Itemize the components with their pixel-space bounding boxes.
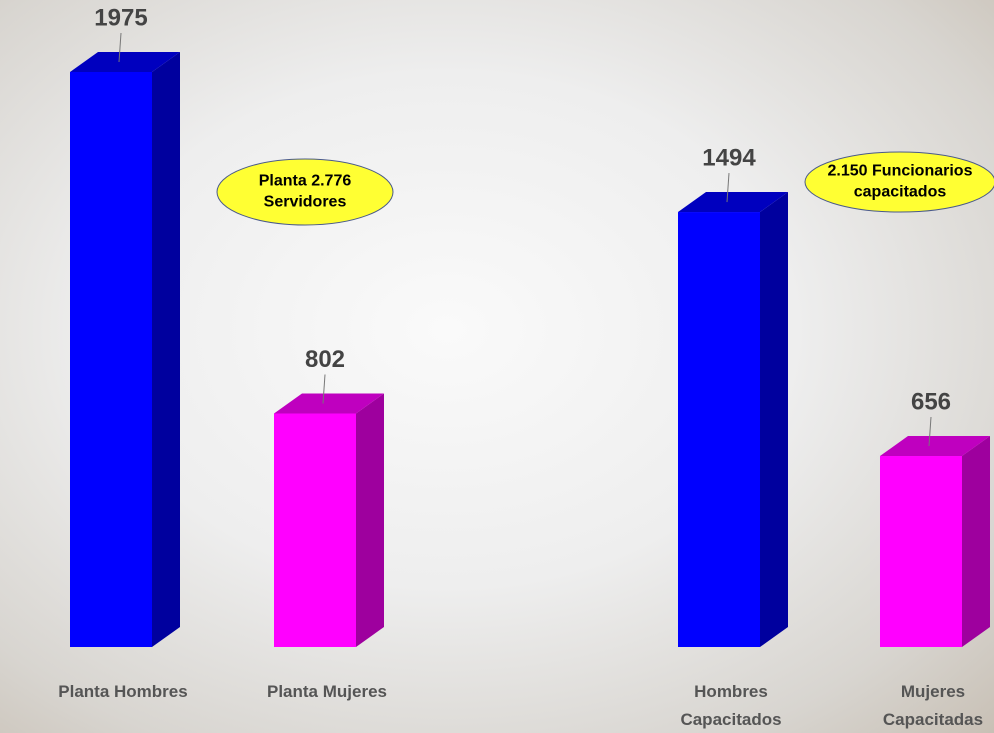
bar (274, 413, 356, 647)
leader-line (928, 416, 932, 447)
value-label: 1494 (702, 144, 756, 171)
leader-line (118, 32, 122, 63)
category-label: Planta Mujeres (267, 682, 387, 701)
value-label: 656 (911, 388, 951, 415)
category-label: Mujeres Capacitadas (882, 682, 984, 729)
bar-side (356, 393, 384, 647)
bar-top (70, 52, 180, 72)
annotation-bubble (216, 158, 394, 226)
value-label: 802 (305, 346, 345, 373)
bar (880, 456, 962, 647)
value-label: 1975 (94, 4, 147, 31)
leader-line (322, 374, 326, 404)
annotation-text: Servidores (264, 194, 347, 211)
bar (678, 212, 760, 648)
bar-top (880, 436, 990, 457)
annotation-bubble (804, 151, 994, 213)
category-label: Planta Hombres (58, 682, 188, 701)
bar-side (760, 192, 788, 648)
annotation-text: 2.150 Funcionarios (828, 163, 973, 180)
leader-line (726, 173, 730, 203)
bar-side (152, 52, 180, 647)
bar-top (678, 192, 788, 213)
annotation-text: capacitados (854, 184, 947, 201)
annotation-text: Planta 2.776 (259, 173, 352, 190)
bar-side (962, 436, 990, 647)
category-label: Hombres Capacitados (680, 682, 782, 729)
bar-top (274, 393, 384, 414)
bar (70, 72, 152, 647)
